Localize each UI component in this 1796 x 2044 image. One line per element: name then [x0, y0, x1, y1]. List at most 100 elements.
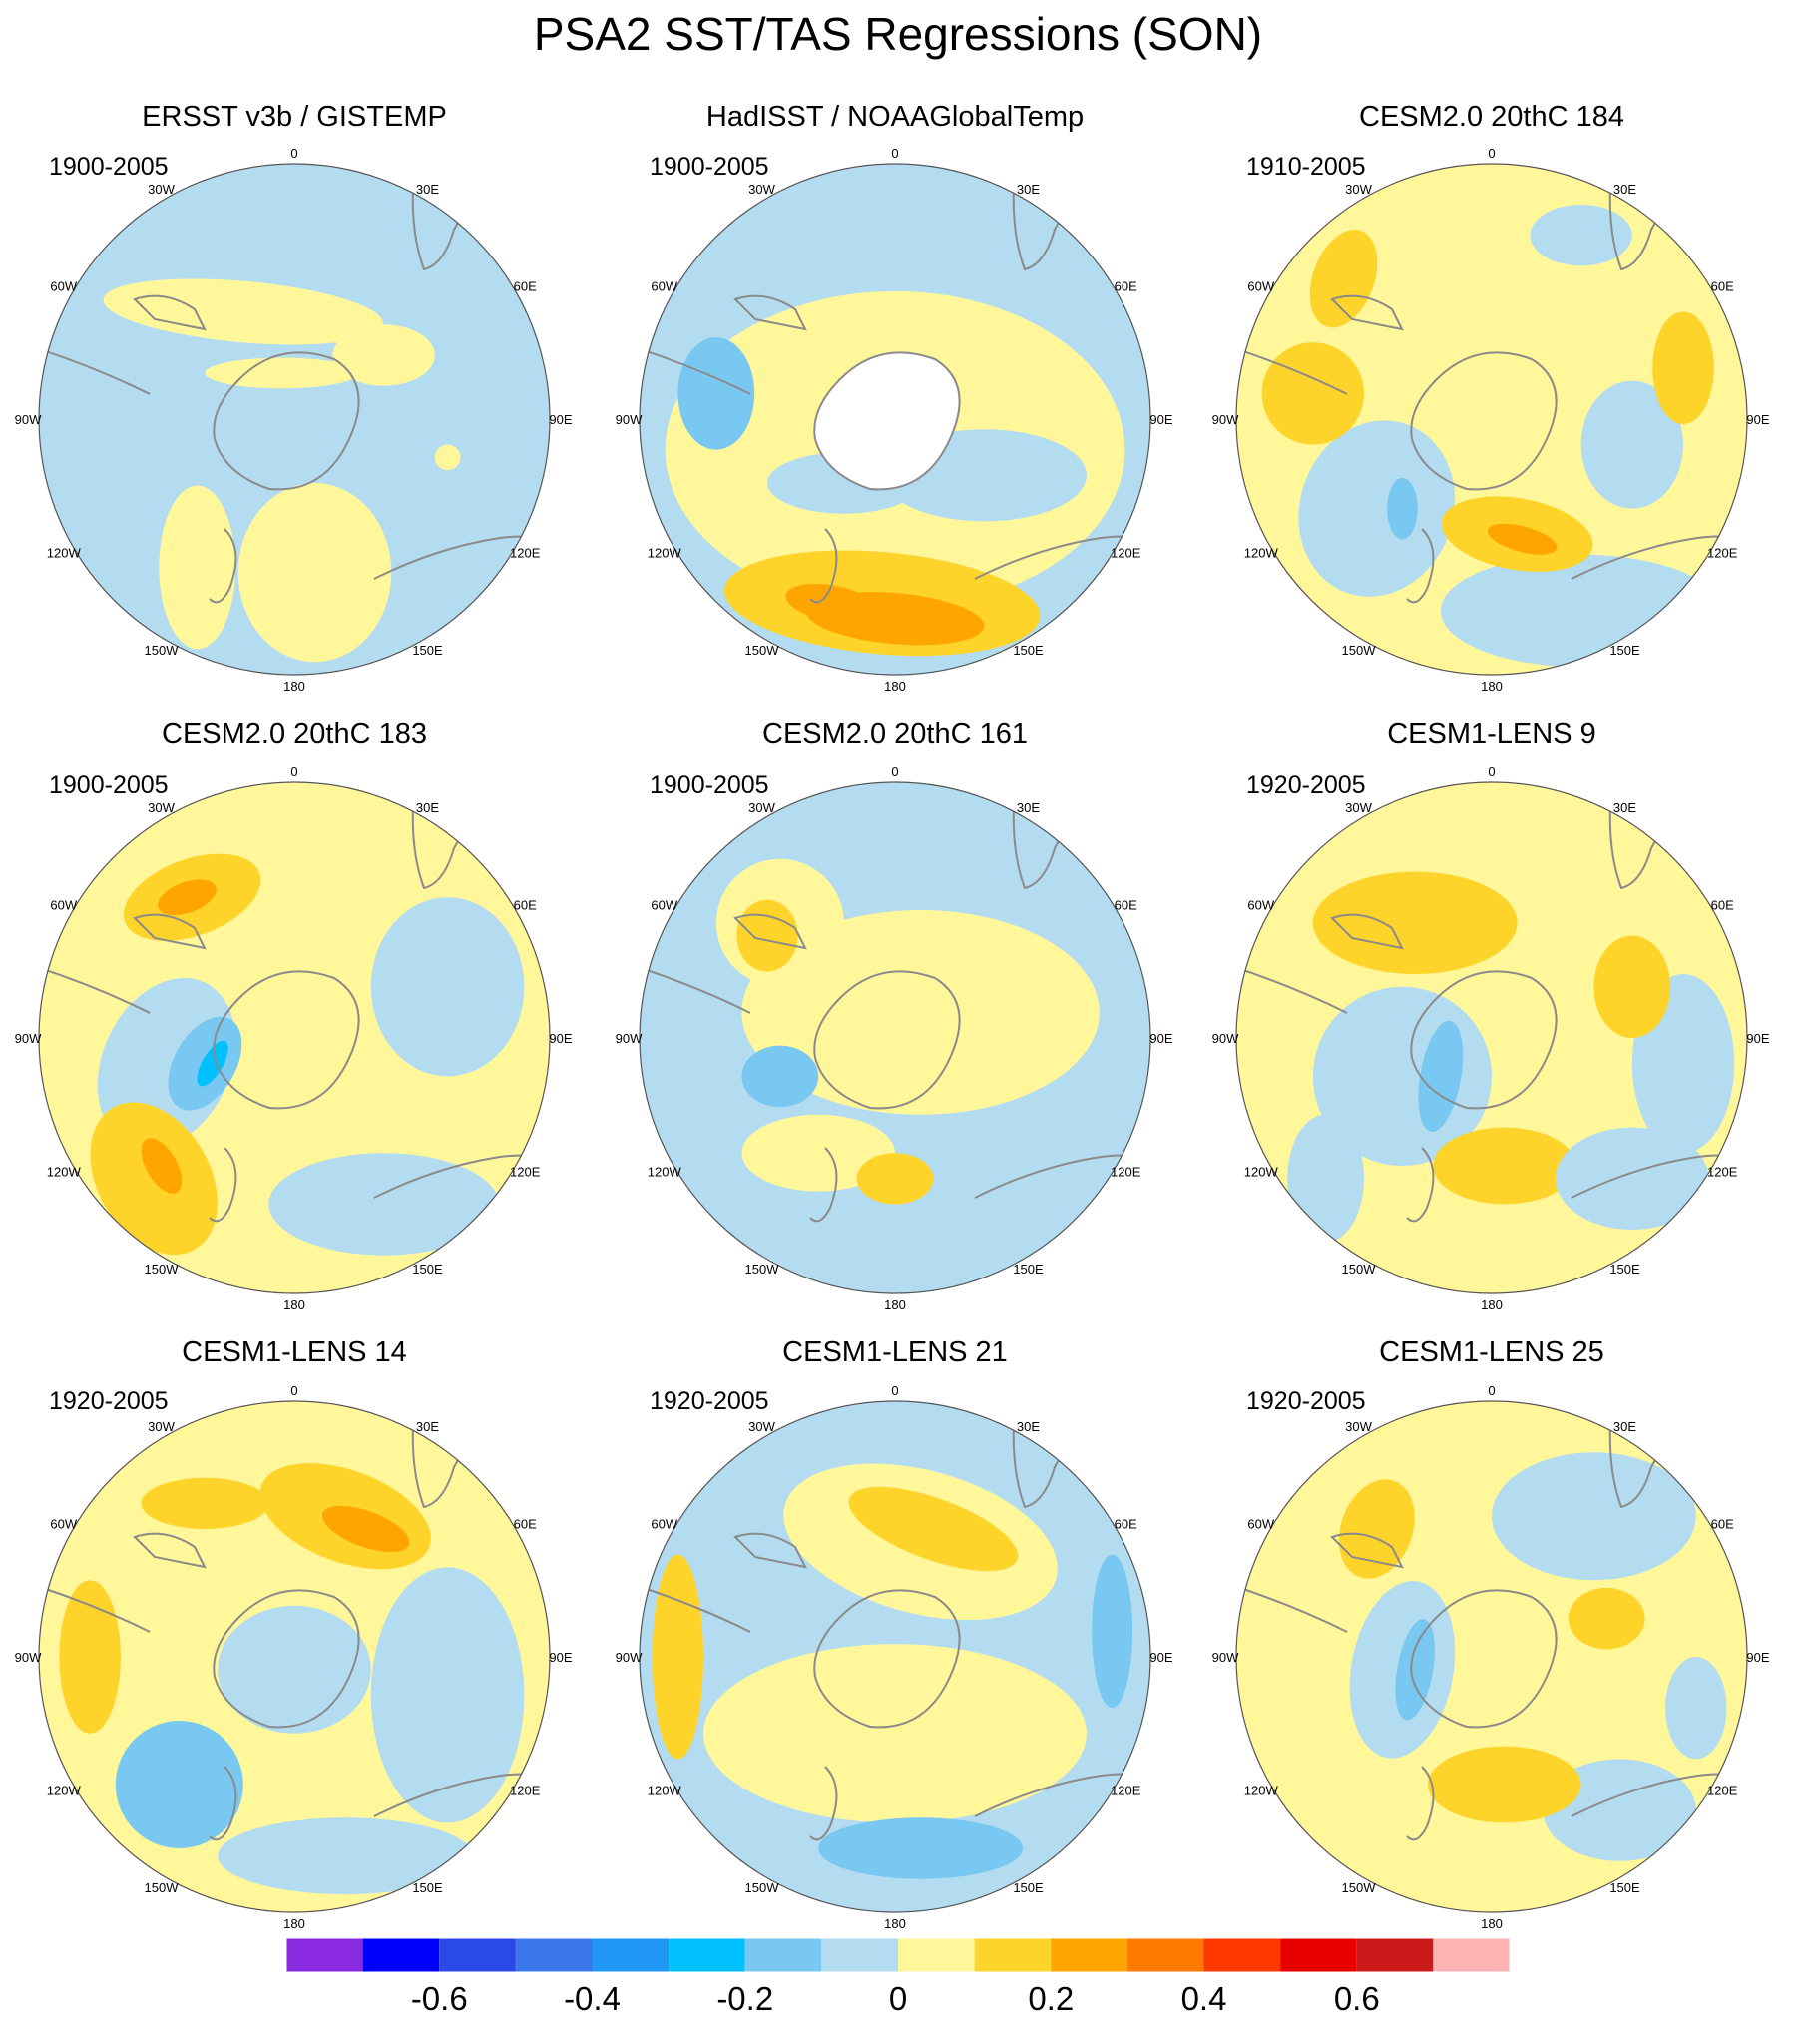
longitude-label: 90W	[15, 412, 42, 427]
longitude-label: 30E	[1613, 182, 1636, 197]
longitude-label: 120E	[1111, 1784, 1141, 1798]
longitude-label: 90E	[1746, 412, 1769, 427]
longitude-label: 0	[1488, 146, 1495, 161]
longitude-label: 180	[1481, 1916, 1503, 1931]
panel-period: 1900-2005	[49, 153, 169, 181]
longitude-label: 90W	[15, 1031, 42, 1046]
colorbar-label: -0.2	[716, 1980, 773, 2017]
colorbar-swatch	[439, 1938, 516, 1972]
colorbar-swatch	[1126, 1938, 1204, 1972]
map-panel: 0 30E 60E 90E 120E 150E 180 150W 120W 90W 60W 30W CE…	[15, 1336, 573, 1931]
longitude-label: 150W	[1342, 1262, 1377, 1277]
longitude-label: 150E	[412, 643, 443, 658]
longitude-label: 30E	[1017, 800, 1040, 815]
longitude-label: 120E	[1111, 1165, 1141, 1180]
longitude-label: 90W	[616, 1031, 643, 1046]
longitude-label: 180	[283, 679, 305, 694]
panel-title: CESM1-LENS 25	[1379, 1336, 1604, 1368]
colorbar-label: -0.6	[411, 1980, 468, 2017]
longitude-label: 60E	[1115, 1517, 1137, 1532]
map-panel: 0 30E 60E 90E 120E 150E 180 150W 120W 90W 60W 30W CE…	[616, 718, 1173, 1312]
longitude-label: 180	[1481, 1297, 1503, 1312]
longitude-label: 150E	[412, 1880, 443, 1895]
colorbar-swatch	[592, 1938, 670, 1972]
longitude-label: 30W	[148, 800, 175, 815]
map-border	[639, 163, 1151, 676]
longitude-label: 150W	[145, 1880, 180, 1895]
longitude-label: 150W	[1342, 1880, 1377, 1895]
longitude-label: 120W	[648, 1784, 682, 1798]
map-panel: 0 30E 60E 90E 120E 150E 180 150W 120W 90W 60W 30W CE…	[15, 718, 573, 1312]
longitude-label: 30E	[1017, 1419, 1040, 1434]
colorbar-label: 0.6	[1334, 1980, 1380, 2017]
longitude-label: 30W	[1345, 182, 1372, 197]
map-panel: 0 30E 60E 90E 120E 150E 180 150W 120W 90W 60W 30W CE…	[1212, 718, 1770, 1312]
longitude-label: 0	[1488, 765, 1495, 779]
longitude-label: 0	[891, 146, 898, 161]
longitude-label: 0	[891, 765, 898, 779]
map-border	[639, 781, 1151, 1294]
colorbar-swatch	[744, 1938, 822, 1972]
panel-title: ERSST v3b / GISTEMP	[142, 101, 447, 133]
longitude-label: 30W	[748, 1419, 775, 1434]
colorbar-swatch	[1280, 1938, 1357, 1972]
regression-field	[640, 164, 1150, 675]
longitude-label: 180	[884, 679, 906, 694]
longitude-label: 120E	[510, 546, 541, 561]
map-panel: 0 30E 60E 90E 120E 150E 180 150W 120W 90W 60W 30W ER…	[15, 101, 573, 694]
longitude-label: 150E	[1013, 643, 1044, 658]
map-border	[1235, 781, 1748, 1294]
longitude-label: 90E	[1149, 412, 1172, 427]
longitude-label: 0	[1488, 1383, 1495, 1398]
antarctica-coastline	[1410, 1589, 1558, 1729]
panel-title: CESM1-LENS 9	[1387, 718, 1596, 750]
longitude-label: 120E	[1111, 546, 1141, 561]
longitude-label: 120W	[47, 546, 82, 561]
regression-field	[1236, 1401, 1747, 1912]
longitude-label: 60E	[1711, 1517, 1734, 1532]
antarctica-coastline	[1410, 351, 1558, 491]
longitude-label: 120W	[1244, 1784, 1279, 1798]
longitude-label: 60E	[1711, 898, 1734, 913]
longitude-label: 120W	[47, 1784, 82, 1798]
panel-period: 1920-2005	[1246, 771, 1366, 799]
longitude-label: 150W	[145, 1262, 180, 1277]
longitude-label: 90W	[15, 1650, 42, 1665]
longitude-label: 90W	[1212, 1031, 1239, 1046]
longitude-label: 180	[884, 1916, 906, 1931]
longitude-label: 60W	[1247, 898, 1274, 913]
longitude-label: 150E	[1013, 1880, 1044, 1895]
longitude-label: 120W	[1244, 1165, 1279, 1180]
longitude-label: 30W	[748, 800, 775, 815]
longitude-label: 0	[891, 1383, 898, 1398]
longitude-label: 120W	[648, 1165, 682, 1180]
longitude-label: 0	[290, 146, 297, 161]
longitude-label: 120W	[1244, 546, 1279, 561]
antarctica-coastline	[213, 970, 360, 1110]
longitude-label: 90E	[549, 1031, 572, 1046]
regression-field	[1236, 782, 1747, 1293]
longitude-label: 120W	[648, 546, 682, 561]
map-panel: 0 30E 60E 90E 120E 150E 180 150W 120W 90W 60W 30W CE…	[1212, 101, 1770, 694]
longitude-label: 60E	[1711, 279, 1734, 294]
longitude-label: 60W	[1247, 1517, 1274, 1532]
regression-field	[640, 782, 1150, 1293]
colorbar-swatch	[669, 1938, 745, 1972]
panel-period: 1920-2005	[49, 1387, 169, 1415]
map-border	[639, 1400, 1151, 1913]
colorbar-swatch	[1051, 1938, 1127, 1972]
longitude-label: 120E	[510, 1165, 541, 1180]
longitude-label: 30E	[416, 182, 439, 197]
colorbar-swatch	[1203, 1938, 1281, 1972]
panel-title: CESM1-LENS 14	[182, 1336, 407, 1368]
panel-period: 1910-2005	[1246, 153, 1366, 181]
longitude-label: 60E	[514, 1517, 537, 1532]
longitude-label: 120E	[1707, 1784, 1738, 1798]
longitude-label: 120E	[1707, 546, 1738, 561]
longitude-label: 150E	[1609, 1880, 1640, 1895]
longitude-label: 30E	[416, 800, 439, 815]
longitude-label: 90W	[616, 1650, 643, 1665]
panel-title: HadISST / NOAAGlobalTemp	[706, 101, 1084, 133]
antarctica-coastline	[213, 1589, 360, 1729]
panel-period: 1920-2005	[1246, 1387, 1366, 1415]
